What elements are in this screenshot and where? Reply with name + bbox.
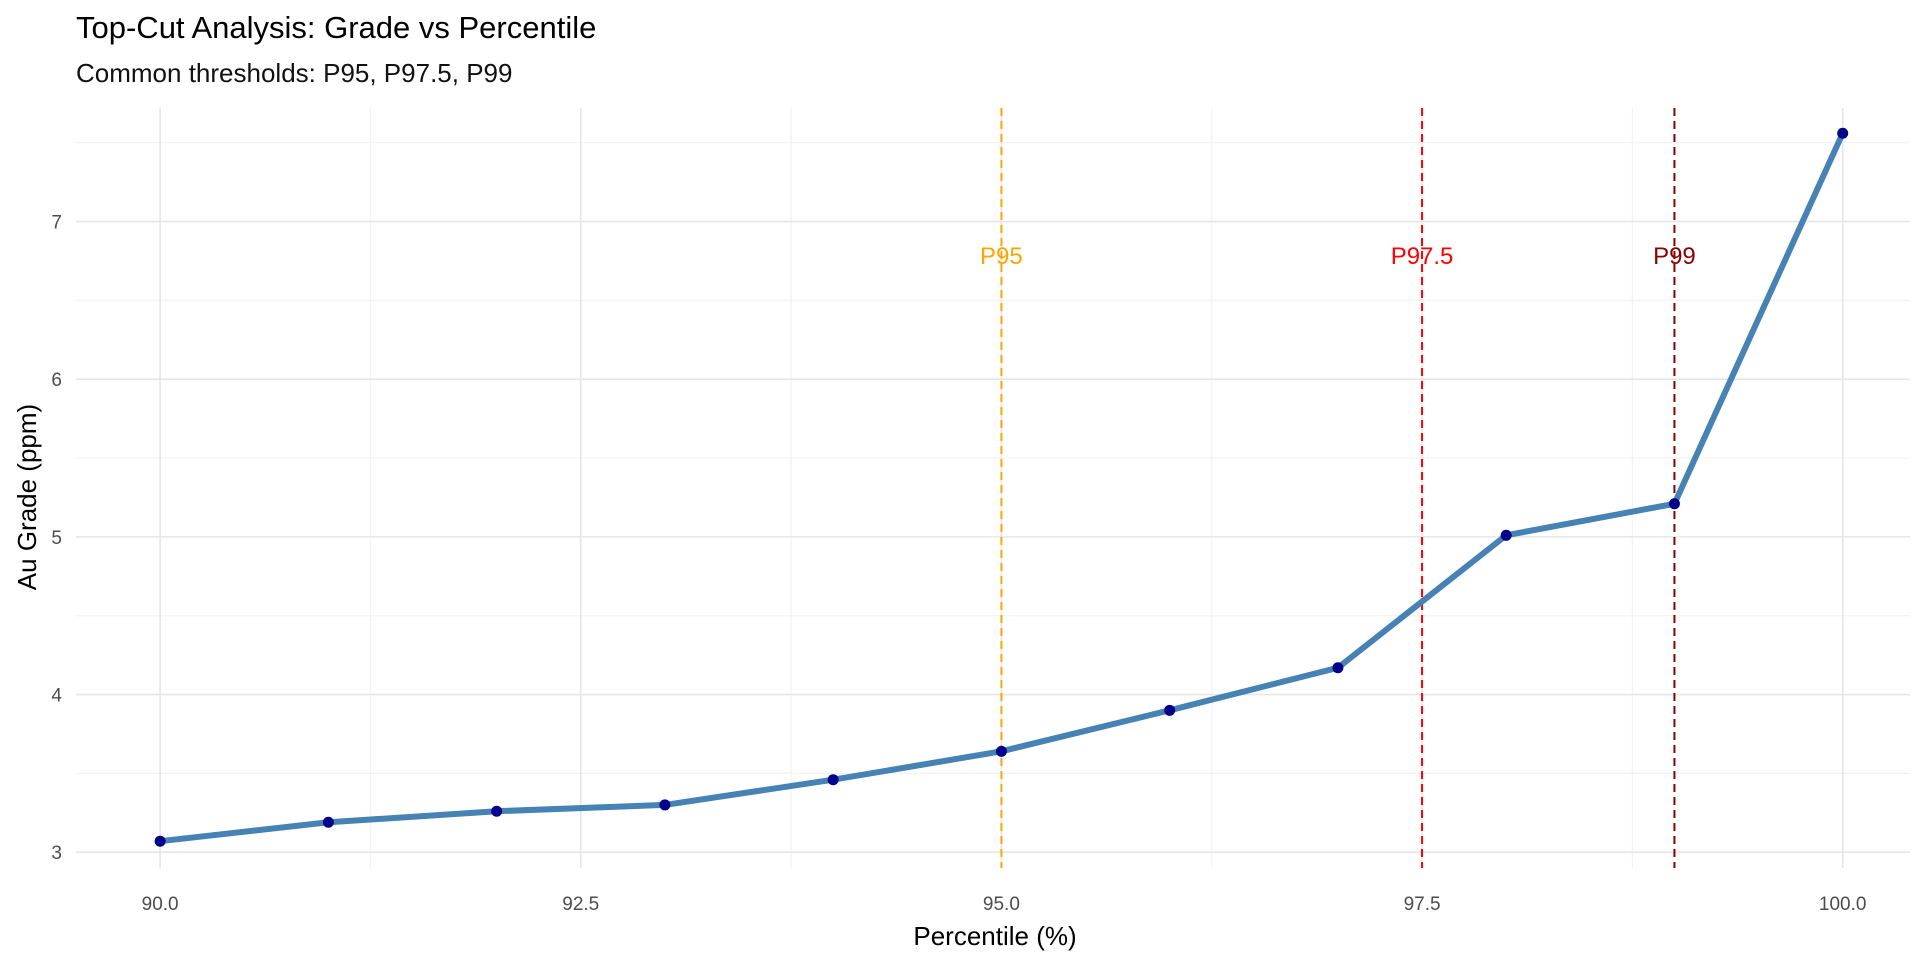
data-point [154, 835, 166, 847]
threshold-label-p99: P99 [1653, 243, 1696, 270]
data-point [1164, 704, 1176, 716]
data-point [1500, 529, 1512, 541]
data-point [1668, 498, 1680, 510]
data-point [322, 816, 334, 828]
data-series [154, 127, 1849, 847]
y-axis-title: Au Grade (ppm) [12, 404, 42, 590]
data-point [995, 745, 1007, 757]
data-point [491, 805, 503, 817]
data-point [1332, 662, 1344, 674]
axis-labels: 90.0 92.5 95.0 97.5 100.0 3 4 5 6 7 [51, 213, 1866, 915]
x-axis-title: Percentile (%) [913, 921, 1076, 951]
threshold-label-p95: P95 [980, 243, 1023, 270]
x-tick-label: 97.5 [1404, 894, 1441, 915]
threshold-label-p97-5: P97.5 [1391, 243, 1454, 270]
data-point [827, 774, 839, 786]
x-tick-label: 90.0 [142, 894, 179, 915]
y-tick-label: 4 [51, 686, 62, 707]
data-point [659, 799, 671, 811]
chart-title: Top-Cut Analysis: Grade vs Percentile [76, 10, 597, 45]
x-tick-label: 100.0 [1819, 894, 1867, 915]
chart-subtitle: Common thresholds: P95, P97.5, P99 [76, 58, 513, 88]
y-tick-label: 7 [51, 213, 62, 234]
y-tick-label: 3 [51, 843, 62, 864]
x-tick-label: 95.0 [983, 894, 1020, 915]
y-tick-label: 5 [51, 528, 62, 549]
data-point [1837, 127, 1849, 139]
threshold-lines: P95 P97.5 P99 [980, 108, 1696, 868]
y-tick-label: 6 [51, 370, 62, 391]
x-tick-label: 92.5 [562, 894, 599, 915]
